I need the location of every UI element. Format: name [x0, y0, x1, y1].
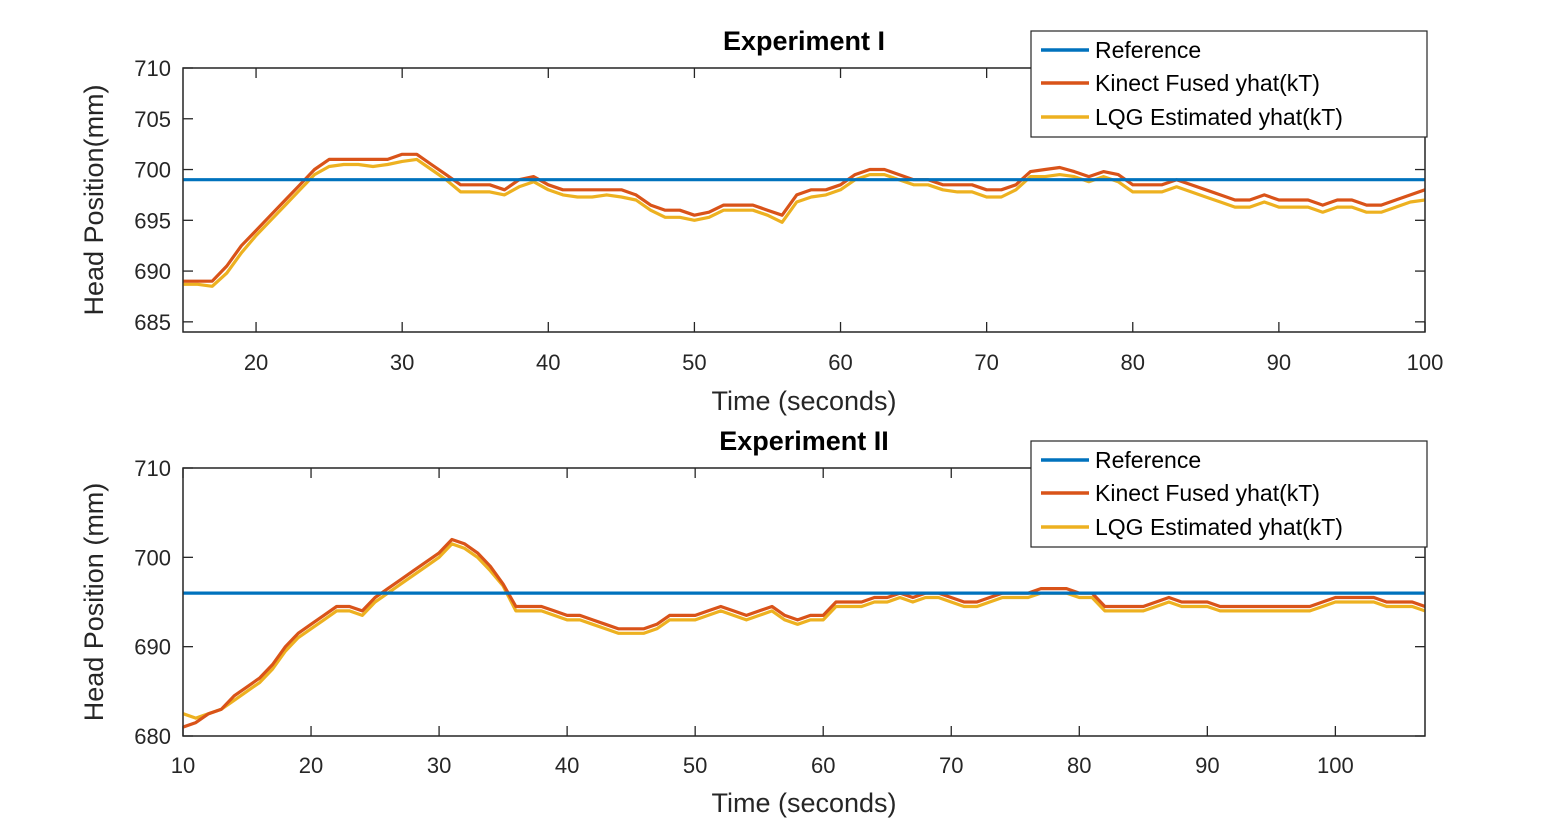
kinect-fused-line: [183, 537, 1425, 729]
y-tick-label: 710: [134, 56, 171, 81]
legend-entry: Reference: [1095, 37, 1201, 63]
y-tick-label: 690: [134, 635, 171, 660]
chart-title: Experiment I: [723, 26, 885, 56]
experiment-1-plot: 20 30 40 50 60 70 80 90 100 685 690 695 700 705 710 Exp…: [79, 26, 1443, 416]
x-tick-label: 80: [1067, 753, 1091, 778]
x-tick-label: 50: [683, 753, 707, 778]
lqg-estimated-line: [183, 157, 1425, 288]
x-tick-label: 40: [536, 350, 560, 375]
experiment-2-plot: 10 20 30 40 50 60 70 80 90 100 680 690 700 710 Experim…: [79, 426, 1428, 818]
x-axis-label: Time (seconds): [711, 386, 896, 416]
legend: Reference Kinect Fused yhat(kT) LQG Estima…: [1030, 30, 1428, 138]
legend-box: [1030, 30, 1428, 138]
x-tick-label: 70: [974, 350, 998, 375]
x-tick-label: 90: [1195, 753, 1219, 778]
legend-entry: Kinect Fused yhat(kT): [1095, 480, 1320, 506]
x-tick-label: 60: [811, 753, 835, 778]
chart-title: Experiment II: [719, 426, 889, 456]
legend: Reference Kinect Fused yhat(kT) LQG Estima…: [1030, 440, 1428, 548]
y-axis-label: Head Position(mm): [79, 84, 109, 315]
axes-frame: [182, 467, 1426, 737]
x-tick-label: 30: [427, 753, 451, 778]
y-tick-label: 695: [134, 208, 171, 233]
x-tick-label: 50: [682, 350, 706, 375]
x-tick-label: 100: [1407, 350, 1444, 375]
legend-box: [1030, 440, 1428, 548]
series-group: [183, 152, 1425, 288]
x-tick-label: 10: [171, 753, 195, 778]
y-tick-label: 700: [134, 158, 171, 183]
y-axis-label: Head Position (mm): [79, 483, 109, 722]
axes-frame: [182, 67, 1426, 333]
y-tick-label: 710: [134, 456, 171, 481]
y-tick-label: 705: [134, 107, 171, 132]
series-group: [183, 537, 1425, 729]
y-tick-label: 680: [134, 724, 171, 749]
legend-entry: Kinect Fused yhat(kT): [1095, 70, 1320, 96]
x-tick-label: 80: [1121, 350, 1145, 375]
x-tick-label: 20: [244, 350, 268, 375]
legend-entry: Reference: [1095, 447, 1201, 473]
y-tick-label: 690: [134, 259, 171, 284]
x-tick-label: 100: [1317, 753, 1354, 778]
legend-entry: LQG Estimated yhat(kT): [1095, 514, 1343, 540]
kinect-fused-line: [183, 152, 1425, 283]
x-tick-label: 90: [1267, 350, 1291, 375]
y-tick-label: 685: [134, 310, 171, 335]
x-tick-label: 60: [828, 350, 852, 375]
x-tick-label: 30: [390, 350, 414, 375]
x-tick-label: 70: [939, 753, 963, 778]
x-axis-label: Time (seconds): [711, 788, 896, 818]
x-tick-label: 40: [555, 753, 579, 778]
legend-entry: LQG Estimated yhat(kT): [1095, 104, 1343, 130]
y-tick-label: 700: [134, 545, 171, 570]
x-tick-label: 20: [299, 753, 323, 778]
